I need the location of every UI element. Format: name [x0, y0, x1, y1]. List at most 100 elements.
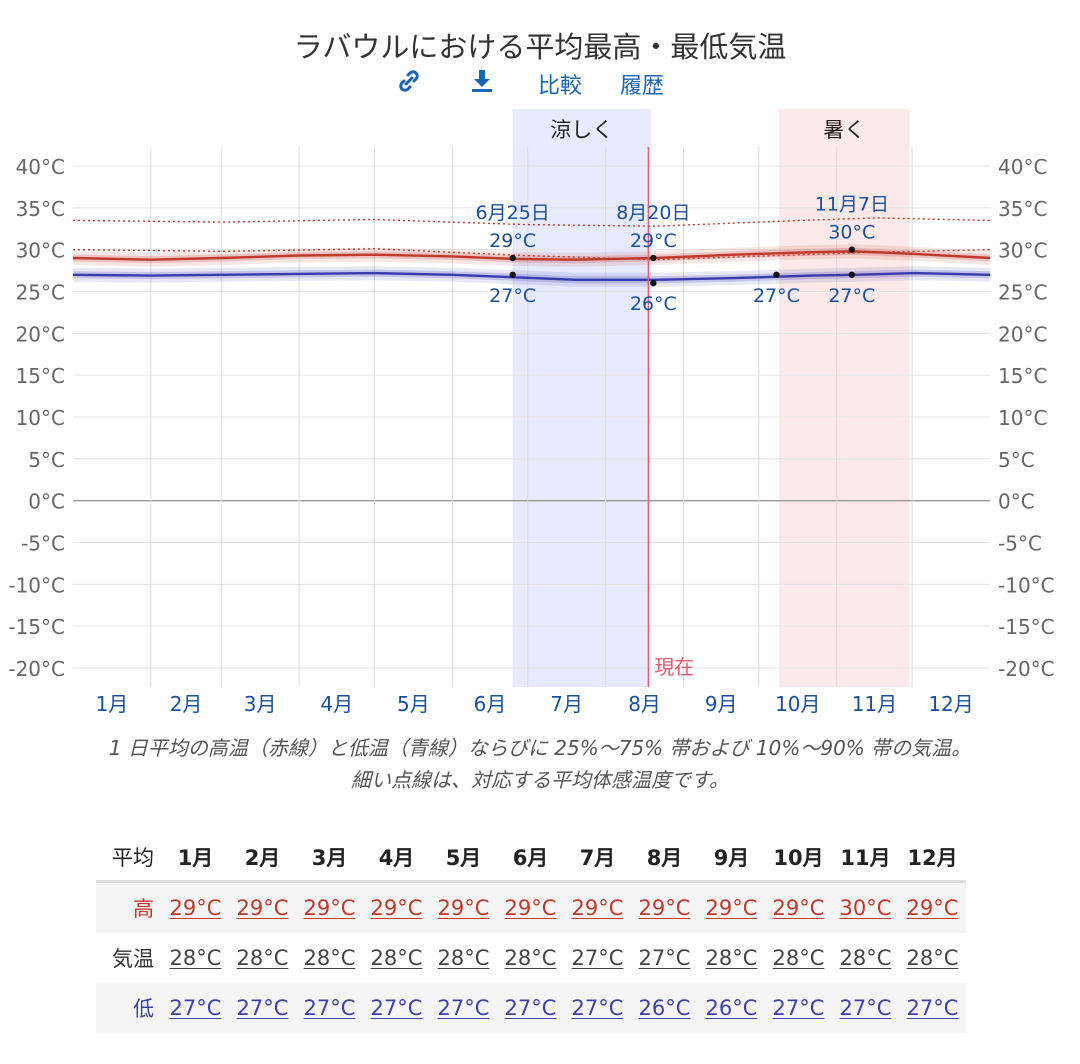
table-cell[interactable]: 27°C — [296, 983, 363, 1033]
table-cell[interactable]: 26°C — [698, 983, 765, 1033]
table-cell[interactable]: 29°C — [765, 880, 832, 933]
cell-value[interactable]: 28°C — [303, 946, 356, 970]
cell-value[interactable]: 29°C — [906, 896, 959, 920]
month-header: 3月 — [311, 846, 348, 870]
cell-value[interactable]: 27°C — [906, 996, 959, 1020]
table-cell[interactable]: 27°C — [631, 933, 698, 983]
table-cell[interactable]: 27°C — [497, 983, 564, 1033]
table-cell[interactable]: 28°C — [229, 933, 296, 983]
table-cell[interactable]: 27°C — [765, 983, 832, 1033]
y-tick-label-right: -15°C — [998, 615, 1055, 639]
cell-value[interactable]: 29°C — [370, 896, 423, 920]
month-label: 5月 — [397, 692, 430, 716]
table-cell[interactable]: 29°C — [497, 880, 564, 933]
cell-value[interactable]: 26°C — [638, 996, 691, 1020]
y-tick-label-right: -10°C — [998, 573, 1055, 597]
table-cell[interactable]: 29°C — [229, 880, 296, 933]
y-tick-label-right: 25°C — [998, 281, 1047, 305]
cell-value[interactable]: 26°C — [705, 996, 758, 1020]
table-cell[interactable]: 27°C — [229, 983, 296, 1033]
table-cell[interactable]: 29°C — [564, 880, 631, 933]
table-cell[interactable]: 28°C — [832, 933, 899, 983]
table-cell[interactable]: 28°C — [363, 933, 430, 983]
table-cell[interactable]: 30°C — [832, 880, 899, 933]
y-tick-label-right: 20°C — [998, 322, 1047, 346]
cell-value[interactable]: 29°C — [772, 896, 825, 920]
cell-value[interactable]: 28°C — [370, 946, 423, 970]
compare-link[interactable]: 比較 — [538, 74, 583, 99]
table-cell[interactable]: 28°C — [765, 933, 832, 983]
cell-value[interactable]: 27°C — [638, 946, 691, 970]
cell-value[interactable]: 27°C — [437, 996, 490, 1020]
cell-value[interactable]: 28°C — [437, 946, 490, 970]
cell-value[interactable]: 27°C — [504, 996, 557, 1020]
cell-value[interactable]: 28°C — [906, 946, 959, 970]
table-cell[interactable]: 27°C — [430, 983, 497, 1033]
table-cell[interactable]: 29°C — [631, 880, 698, 933]
table-cell[interactable]: 27°C — [564, 983, 631, 1033]
history-link[interactable]: 履歴 — [620, 74, 665, 99]
cell-value[interactable]: 28°C — [705, 946, 758, 970]
month-label: 8月 — [628, 692, 661, 716]
caption-line-2: 細い点線は、対応する平均体感温度です。 — [351, 768, 729, 792]
table-cell[interactable]: 29°C — [899, 880, 966, 933]
cell-value[interactable]: 30°C — [839, 896, 892, 920]
cell-value[interactable]: 28°C — [169, 946, 222, 970]
cell-value[interactable]: 28°C — [236, 946, 289, 970]
cell-value[interactable]: 29°C — [705, 896, 758, 920]
table-cell[interactable]: 28°C — [162, 933, 229, 983]
table-cell[interactable]: 28°C — [296, 933, 363, 983]
table-cell[interactable]: 28°C — [698, 933, 765, 983]
download-button[interactable] — [469, 68, 495, 100]
cell-value[interactable]: 29°C — [169, 896, 222, 920]
table-cell[interactable]: 29°C — [430, 880, 497, 933]
table-cell[interactable]: 28°C — [430, 933, 497, 983]
table-cell[interactable]: 29°C — [363, 880, 430, 933]
cell-value[interactable]: 28°C — [504, 946, 557, 970]
cell-value[interactable]: 29°C — [437, 896, 490, 920]
annotation-point — [848, 246, 856, 253]
cell-value[interactable]: 29°C — [504, 896, 557, 920]
low-row: 低 27°C 27°C 27°C 27°C 27°C 27°C 27°C 26°… — [96, 983, 966, 1033]
table-cell[interactable]: 27°C — [564, 933, 631, 983]
y-tick-label-left: 30°C — [16, 239, 65, 263]
y-tick-label-left: 25°C — [16, 281, 65, 305]
high-feels-like-line — [72, 217, 991, 227]
month-header: 9月 — [713, 846, 750, 870]
table-cell[interactable]: 29°C — [162, 880, 229, 933]
month-header: 11月 — [840, 846, 891, 870]
table-cell[interactable]: 27°C — [363, 983, 430, 1033]
link-button[interactable] — [396, 68, 422, 100]
now-label: 現在 — [654, 655, 694, 679]
cell-value[interactable]: 29°C — [638, 896, 691, 920]
cell-value[interactable]: 27°C — [236, 996, 289, 1020]
table-cell[interactable]: 28°C — [899, 933, 966, 983]
table-cell[interactable]: 27°C — [832, 983, 899, 1033]
table-cell[interactable]: 28°C — [497, 933, 564, 983]
cell-value[interactable]: 27°C — [571, 946, 624, 970]
table-cell[interactable]: 26°C — [631, 983, 698, 1033]
month-label: 3月 — [244, 692, 277, 716]
table-cell[interactable]: 29°C — [698, 880, 765, 933]
y-tick-label-left: -5°C — [21, 532, 65, 556]
cell-value[interactable]: 27°C — [169, 996, 222, 1020]
month-label: 10月 — [775, 692, 820, 716]
cell-value[interactable]: 27°C — [839, 996, 892, 1020]
y-tick-label-right: 15°C — [998, 364, 1047, 388]
cell-value[interactable]: 29°C — [303, 896, 356, 920]
cell-value[interactable]: 27°C — [370, 996, 423, 1020]
cell-value[interactable]: 27°C — [772, 996, 825, 1020]
table-cell[interactable]: 27°C — [899, 983, 966, 1033]
table-cell[interactable]: 27°C — [162, 983, 229, 1033]
month-header: 2月 — [244, 846, 281, 870]
cell-value[interactable]: 29°C — [571, 896, 624, 920]
cell-value[interactable]: 28°C — [839, 946, 892, 970]
annotation-point — [509, 271, 516, 278]
cell-value[interactable]: 27°C — [571, 996, 624, 1020]
cell-value[interactable]: 28°C — [772, 946, 825, 970]
table-cell[interactable]: 29°C — [296, 880, 363, 933]
y-tick-label-left: 5°C — [28, 448, 65, 472]
month-label: 6月 — [474, 692, 507, 716]
cell-value[interactable]: 29°C — [236, 896, 289, 920]
cell-value[interactable]: 27°C — [303, 996, 356, 1020]
